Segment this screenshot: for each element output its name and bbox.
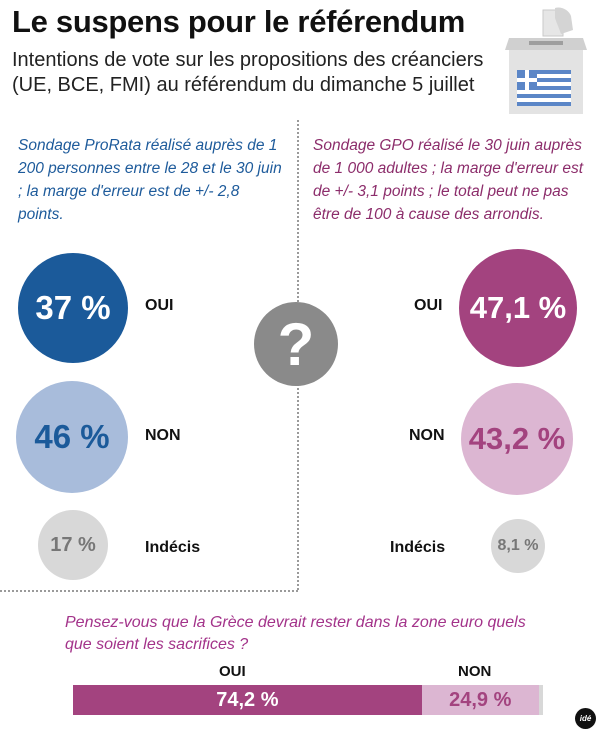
question-mark-icon: ? <box>254 302 338 386</box>
gpo-non-label: NON <box>409 427 445 444</box>
gpo-poll-note: Sondage GPO réalisé le 30 juin auprès de… <box>313 137 584 223</box>
ballot-box-greek-flag-icon <box>505 7 587 114</box>
bar-oui-segment: 74,2 % <box>73 685 422 715</box>
bar-non-header: NON <box>458 663 492 680</box>
prorata-indecis-circle: 17 % <box>38 510 108 580</box>
prorata-oui-label: OUI <box>145 297 174 314</box>
page-title: Le suspens pour le référendum <box>12 4 465 39</box>
prorata-oui-circle: 37 % <box>18 253 128 363</box>
bar-oui-header: OUI <box>219 663 246 680</box>
prorata-non-circle: 46 % <box>16 381 128 493</box>
gpo-oui-circle: 47,1 % <box>459 249 577 367</box>
prorata-indecis-label: Indécis <box>145 539 201 556</box>
bar-non-segment: 24,9 % <box>421 685 539 715</box>
gpo-oui-label: OUI <box>414 297 443 314</box>
euro-question-text: Pensez-vous que la Grèce devrait rester … <box>65 614 526 653</box>
gpo-non-circle: 43,2 % <box>461 383 573 495</box>
bar-remainder-segment <box>538 685 543 715</box>
prorata-poll-note: Sondage ProRata réalisé auprès de 1 200 … <box>18 137 282 223</box>
prorata-non-label: NON <box>145 427 181 444</box>
ide-logo: idé <box>575 708 596 729</box>
page-subtitle: Intentions de vote sur les propositions … <box>12 49 484 96</box>
gpo-indecis-circle: 8,1 % <box>491 519 545 573</box>
gpo-indecis-label: Indécis <box>390 539 446 556</box>
horizontal-divider <box>0 590 298 592</box>
